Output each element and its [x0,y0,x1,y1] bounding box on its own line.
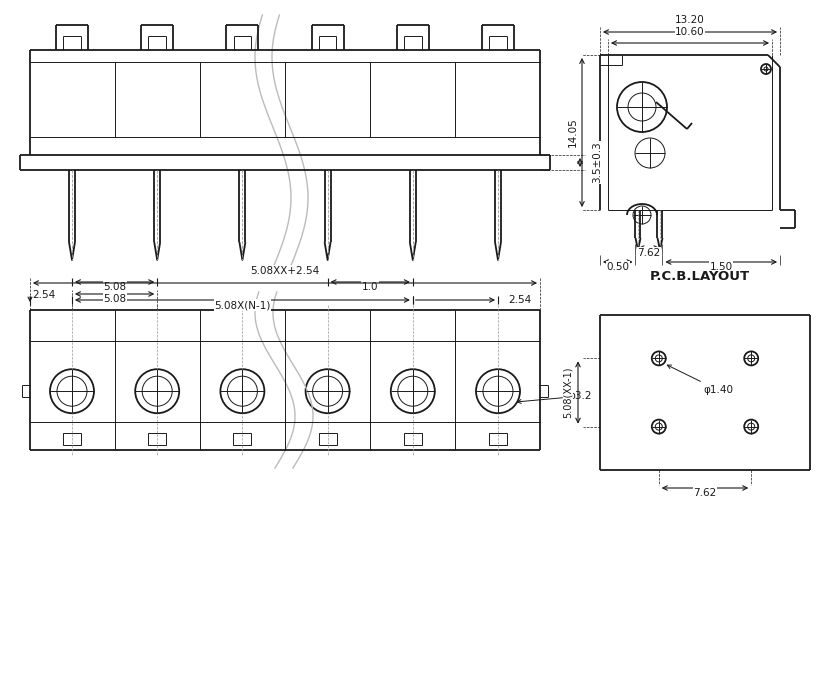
Text: P.C.B.LAYOUT: P.C.B.LAYOUT [650,270,750,283]
Bar [404,433,421,445]
Bar [489,433,507,445]
Text: φ1.40: φ1.40 [667,365,734,396]
Text: 1.0: 1.0 [362,282,378,292]
Text: φ3.2: φ3.2 [517,391,591,403]
Text: 2.54: 2.54 [32,290,55,300]
Bar [233,433,252,445]
Text: 5.08: 5.08 [103,294,126,304]
Text: 1.50: 1.50 [710,262,733,272]
Text: 7.62: 7.62 [637,248,661,258]
Text: 7.62: 7.62 [693,488,716,498]
Text: 5.08XX+2.54: 5.08XX+2.54 [251,266,320,276]
Text: 10.60: 10.60 [676,27,705,37]
Text: 3.5±0.3: 3.5±0.3 [592,141,602,183]
Text: 0.50: 0.50 [606,262,629,272]
Bar [148,433,167,445]
Text: 5.08(XX-1): 5.08(XX-1) [563,367,573,418]
Text: 2.54: 2.54 [508,295,531,305]
Bar [318,433,337,445]
Text: 5.08: 5.08 [103,282,126,292]
Bar [63,433,81,445]
Text: 13.20: 13.20 [675,15,705,25]
Text: 14.05: 14.05 [568,118,578,148]
Text: 5.08X(N-1): 5.08X(N-1) [214,300,271,310]
